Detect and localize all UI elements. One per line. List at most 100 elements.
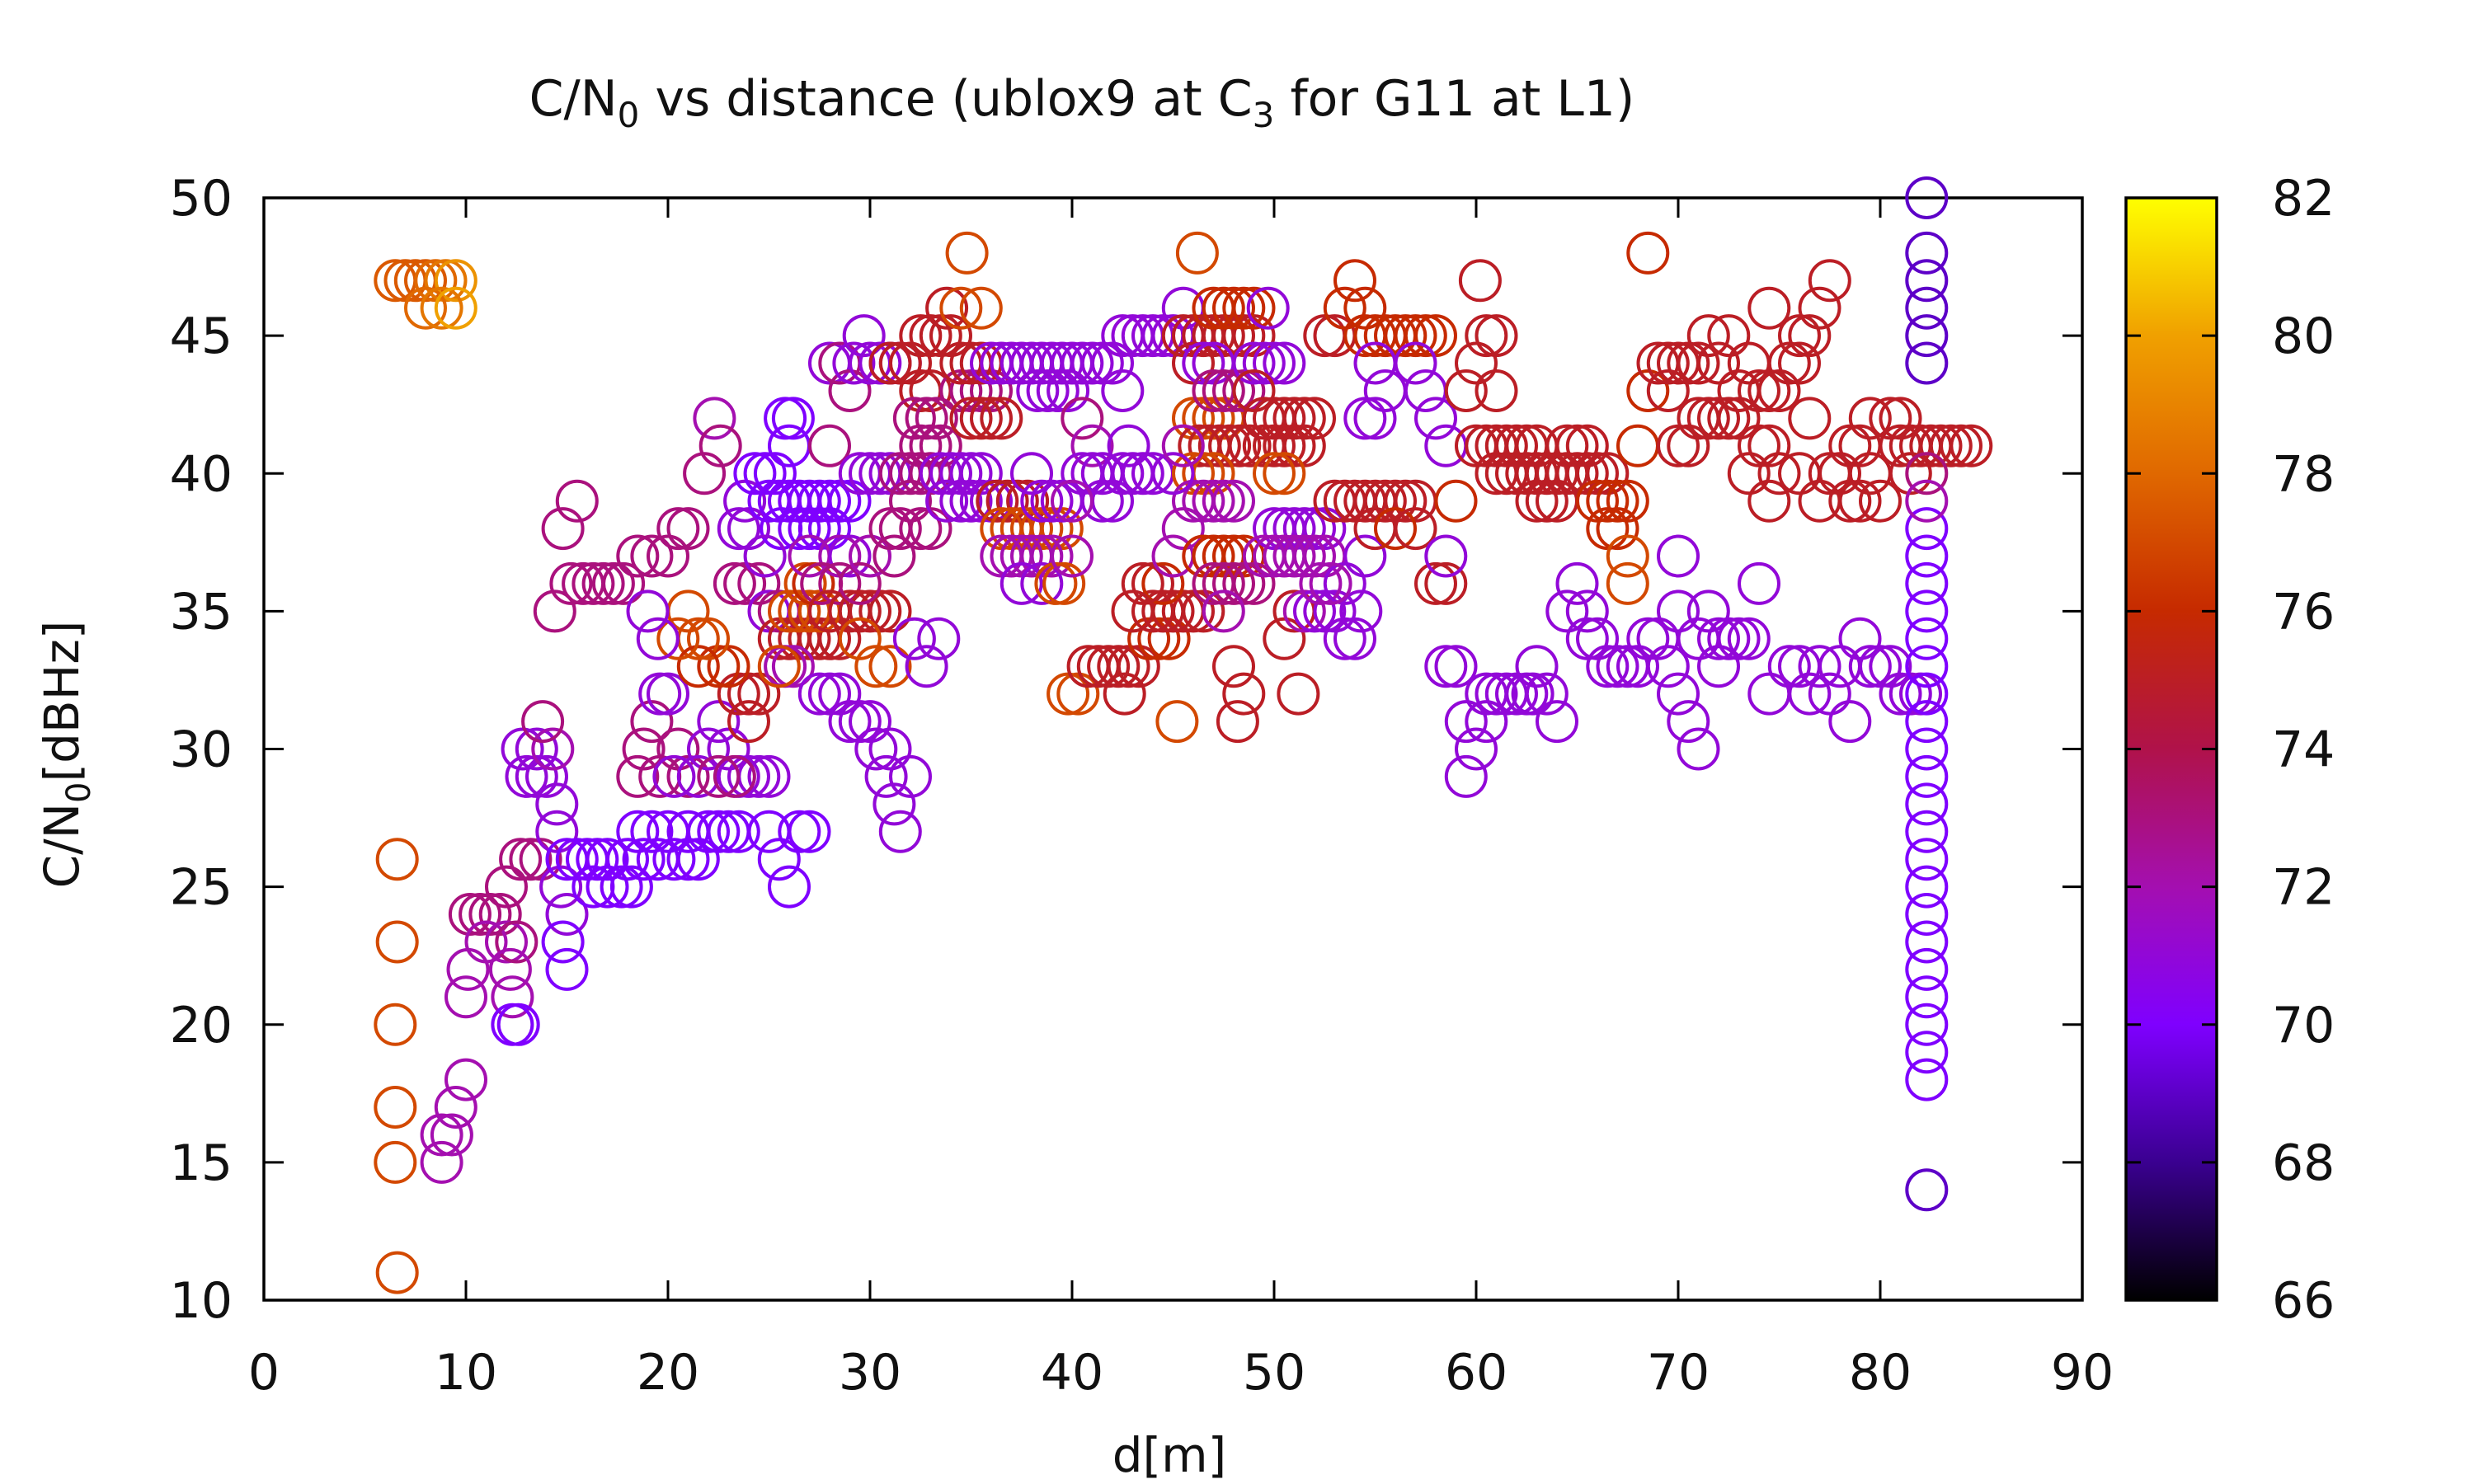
data-point <box>1545 424 1589 467</box>
data-point <box>727 700 770 744</box>
data-point <box>1905 810 1949 853</box>
data-point <box>485 865 528 909</box>
data-point <box>1757 369 1801 412</box>
data-point <box>1905 341 1949 385</box>
data-point <box>1458 259 1502 303</box>
data-point <box>555 838 599 881</box>
data-point <box>1313 589 1357 633</box>
data-point <box>404 259 447 303</box>
data-point <box>1905 754 1949 798</box>
data-point <box>1151 534 1195 578</box>
data-point <box>1586 452 1630 495</box>
data-point <box>1080 479 1124 523</box>
data-point <box>1192 479 1235 523</box>
data-point <box>797 672 841 716</box>
data-point <box>1182 479 1225 523</box>
data-point <box>1905 727 1949 771</box>
data-point <box>1757 452 1801 495</box>
data-point <box>656 617 700 660</box>
data-point <box>1161 507 1205 551</box>
data-point <box>1596 507 1639 551</box>
data-point <box>1788 672 1832 716</box>
data-point <box>1212 645 1255 688</box>
data-point <box>545 947 589 991</box>
data-point <box>1697 617 1740 660</box>
data-point <box>1905 231 1949 275</box>
data-point <box>1222 369 1266 412</box>
data-point <box>919 314 962 358</box>
data-point <box>1475 314 1518 358</box>
data-point <box>808 672 851 716</box>
data-point <box>1555 561 1599 605</box>
data-point <box>1293 507 1336 551</box>
data-point <box>1010 507 1053 551</box>
data-point <box>1905 534 1949 578</box>
data-point <box>1697 645 1740 688</box>
data-point <box>509 838 553 881</box>
data-point <box>1738 369 1780 412</box>
data-point <box>707 645 750 688</box>
data-point <box>909 424 952 467</box>
data-point <box>1838 617 1882 660</box>
x-axis-label: d[m] <box>1112 1427 1227 1483</box>
data-point <box>1212 479 1255 523</box>
data-point <box>1309 561 1352 605</box>
data-point <box>1515 479 1559 523</box>
data-point <box>818 561 862 605</box>
data-point <box>1121 561 1164 605</box>
data-point <box>1707 397 1751 440</box>
data-point <box>717 810 760 853</box>
data-point <box>1848 645 1892 688</box>
data-point <box>1070 424 1114 467</box>
data-point <box>1905 617 1949 660</box>
data-point <box>1879 397 1922 440</box>
data-point <box>1333 259 1376 303</box>
data-point <box>1515 645 1559 688</box>
data-point <box>1394 314 1437 358</box>
data-point <box>1525 479 1569 523</box>
data-point <box>717 507 760 551</box>
data-point <box>1747 286 1791 330</box>
data-point <box>717 672 760 716</box>
data-point <box>622 838 666 881</box>
chart-title: C/N0 vs distance (ublox9 at C3 for G11 a… <box>529 70 1635 135</box>
data-point <box>1172 452 1215 495</box>
data-point <box>939 479 983 523</box>
data-point <box>666 507 710 551</box>
data-point <box>1424 561 1468 605</box>
data-point <box>478 893 522 936</box>
data-point <box>485 920 528 964</box>
data-point <box>446 947 490 991</box>
data-point <box>468 893 512 936</box>
data-point <box>1576 617 1619 660</box>
data-point <box>501 727 544 771</box>
data-point <box>1272 397 1316 440</box>
data-point <box>687 810 730 853</box>
data-point <box>1293 589 1336 633</box>
y-tick-label: 25 <box>170 859 233 917</box>
data-point <box>420 286 463 330</box>
data-point <box>488 947 532 991</box>
data-point <box>1404 314 1447 358</box>
data-point <box>1212 369 1255 412</box>
data-point <box>1707 617 1751 660</box>
data-point <box>1353 341 1397 385</box>
data-point <box>1026 369 1070 412</box>
data-point <box>1818 452 1861 495</box>
data-point <box>1606 534 1649 578</box>
data-point <box>868 727 912 771</box>
data-point <box>970 369 1013 412</box>
data-point <box>697 645 741 688</box>
data-point <box>939 286 983 330</box>
data-point <box>652 838 696 881</box>
data-point <box>495 920 539 964</box>
data-point <box>929 314 972 358</box>
data-point <box>864 754 908 798</box>
colorbar-tick-label: 82 <box>2272 170 2335 228</box>
data-point <box>1555 452 1599 495</box>
data-point <box>459 893 502 936</box>
data-point <box>1414 397 1457 440</box>
data-point <box>1616 424 1659 467</box>
data-point <box>424 259 468 303</box>
data-point <box>1293 397 1336 440</box>
